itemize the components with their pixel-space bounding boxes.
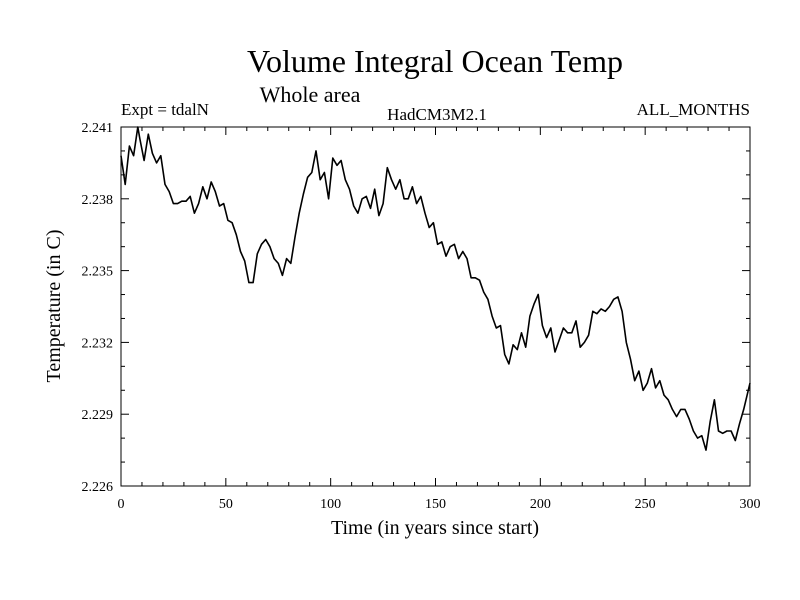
y-tick-label: 2.235 xyxy=(82,265,114,280)
x-tick-label: 0 xyxy=(118,497,125,512)
x-tick-label: 50 xyxy=(219,497,233,512)
experiment-label: Expt = tdalN xyxy=(121,100,209,119)
y-tick-label: 2.241 xyxy=(82,121,114,136)
y-tick-label: 2.238 xyxy=(82,193,114,208)
y-axis-tick-labels: 2.226 2.229 2.232 2.235 2.238 2.241 xyxy=(82,121,114,495)
x-tick-label: 100 xyxy=(320,497,341,512)
x-tick-label: 200 xyxy=(530,497,551,512)
months-label: ALL_MONTHS xyxy=(637,100,750,119)
plot-frame xyxy=(120,126,751,487)
y-tick-label: 2.229 xyxy=(82,408,114,423)
y-axis-ticks xyxy=(121,126,750,487)
y-axis-label: Temperature (in C) xyxy=(43,230,65,383)
y-tick-label: 2.226 xyxy=(82,480,114,495)
x-axis-tick-labels: 0 50 100 150 200 250 300 xyxy=(118,497,761,512)
series-line xyxy=(120,126,751,451)
x-axis-label: Time (in years since start) xyxy=(331,517,539,539)
y-tick-label: 2.232 xyxy=(82,336,114,351)
x-tick-label: 250 xyxy=(635,497,656,512)
model-label: HadCM3M2.1 xyxy=(387,105,487,124)
x-axis-ticks xyxy=(120,127,751,486)
x-tick-label: 300 xyxy=(740,497,761,512)
chart-title: Volume Integral Ocean Temp xyxy=(247,43,623,79)
chart-subtitle: Whole area xyxy=(260,82,361,107)
x-tick-label: 150 xyxy=(425,497,446,512)
